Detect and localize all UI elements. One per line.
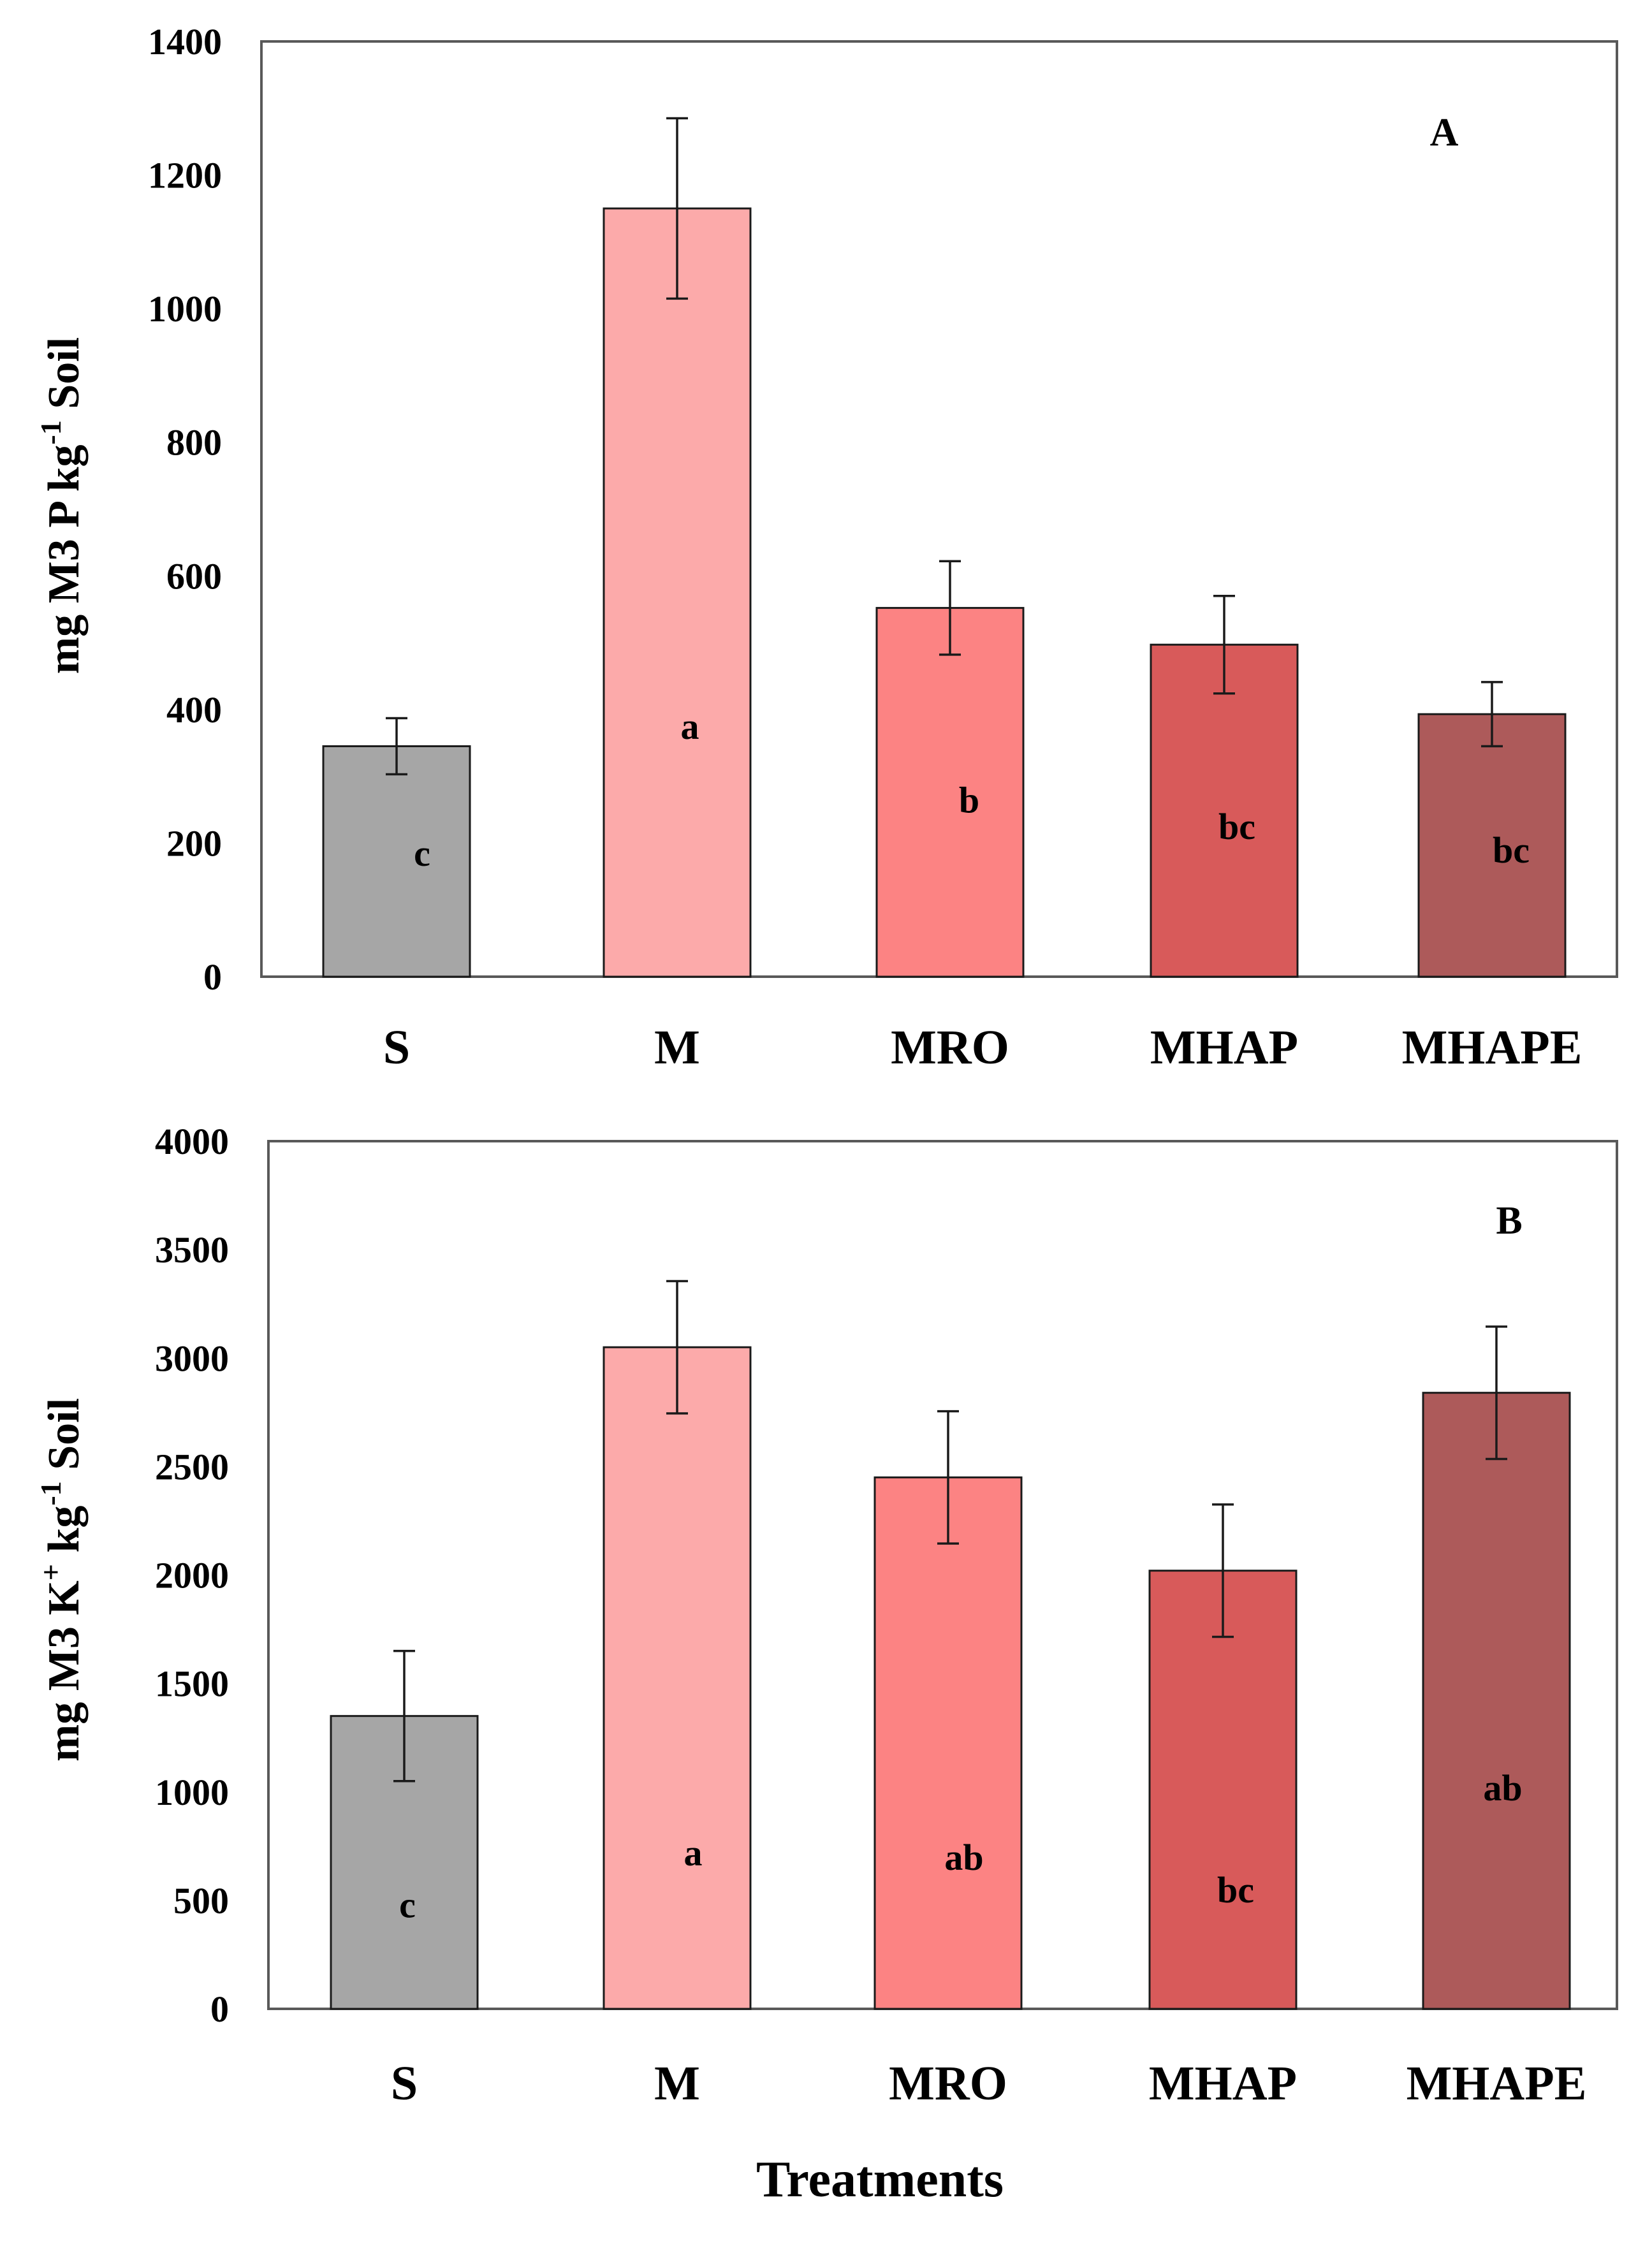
y-tick-label: 500 (173, 1880, 229, 1921)
bar-s (322, 745, 471, 978)
category-label: M (654, 2057, 700, 2110)
bar-mro (874, 1476, 1023, 2010)
significance-label: ab (944, 1837, 983, 1878)
y-tick-label: 1400 (148, 21, 222, 62)
y-tick-label: 800 (166, 422, 222, 463)
error-bars (386, 117, 1503, 776)
panel-label: B (1496, 1199, 1522, 1243)
y-axis-ticks: 0 500 1000 1500 2000 2500 3000 3500 4000 (155, 1121, 229, 2030)
y-tick-label: 2000 (155, 1555, 229, 1596)
x-axis-title: Treatments (756, 2152, 1004, 2208)
category-label: S (383, 1021, 410, 1074)
y-tick-label: 200 (166, 822, 222, 864)
bar-m (603, 207, 752, 978)
error-bar-mro (939, 560, 961, 656)
significance-labels: c a b bc bc (414, 706, 1530, 874)
error-bar-m (666, 117, 688, 300)
error-bar-mro (937, 1410, 959, 1545)
error-bar-mhape (1486, 1325, 1507, 1461)
bar-mro (875, 607, 1025, 978)
significance-label: bc (1493, 829, 1530, 871)
y-tick-label: 1200 (148, 155, 222, 196)
x-axis-category-labels: S M MRO MHAP MHAPE (391, 2057, 1587, 2110)
panel-label: A (1430, 111, 1459, 154)
category-label: M (654, 1021, 700, 1074)
y-tick-label: 1500 (155, 1663, 229, 1705)
y-tick-label: 1000 (155, 1772, 229, 1813)
y-tick-label: 400 (166, 689, 222, 731)
y-axis-label: mg M3 P kg-1 Soil (34, 337, 89, 674)
error-bars (393, 1280, 1507, 1783)
error-bar-s (386, 717, 407, 776)
significance-label: bc (1217, 1869, 1254, 1911)
error-bar-mhap (1212, 1503, 1234, 1638)
significance-label: c (414, 833, 430, 874)
category-label: MHAP (1150, 1021, 1298, 1074)
y-tick-label: 3000 (155, 1338, 229, 1379)
y-tick-label: 0 (210, 1988, 229, 2030)
y-tick-label: 3500 (155, 1229, 229, 1271)
category-label: MRO (891, 1021, 1009, 1074)
error-bar-mhap (1213, 594, 1235, 695)
y-tick-label: 600 (166, 555, 222, 597)
category-label: MRO (889, 2057, 1007, 2110)
significance-labels: c a ab bc ab (399, 1767, 1523, 1926)
y-axis-label: mg M3 K+ kg-1 Soil (34, 1398, 89, 1761)
bar-mhap (1148, 1570, 1297, 2010)
y-tick-label: 0 (203, 956, 222, 998)
significance-label: a (684, 1832, 703, 1874)
error-bar-s (393, 1649, 415, 1783)
significance-label: bc (1218, 806, 1255, 847)
bar-mhape (1417, 713, 1567, 978)
significance-label: c (399, 1885, 416, 1926)
bars (322, 207, 1567, 978)
category-label: MHAPE (1407, 2057, 1587, 2110)
y-axis-ticks: 0 200 400 600 800 1000 1200 1400 (148, 21, 222, 998)
category-label: MHAP (1149, 2057, 1297, 2110)
x-axis-category-labels: S M MRO MHAP MHAPE (383, 1021, 1583, 1074)
y-tick-label: 2500 (155, 1446, 229, 1487)
significance-label: b (959, 779, 979, 820)
y-tick-label: 1000 (148, 288, 222, 330)
bars (330, 1346, 1571, 2010)
bar-m (603, 1346, 752, 2010)
category-label: S (391, 2057, 418, 2110)
chart-panel-b: 0 500 1000 1500 2000 2500 3000 3500 4000 c a ab bc a… (34, 1121, 1618, 2208)
error-bar-mhape (1481, 681, 1503, 748)
chart-panel-a: 0 200 400 600 800 1000 1200 1400 c a b bc bc S M MRO M… (34, 21, 1618, 1074)
significance-label: ab (1483, 1767, 1522, 1809)
bar-mhape (1422, 1392, 1571, 2010)
error-bar-m (666, 1280, 688, 1415)
category-label: MHAPE (1402, 1021, 1583, 1074)
y-tick-label: 4000 (155, 1121, 229, 1162)
significance-label: a (681, 706, 699, 747)
